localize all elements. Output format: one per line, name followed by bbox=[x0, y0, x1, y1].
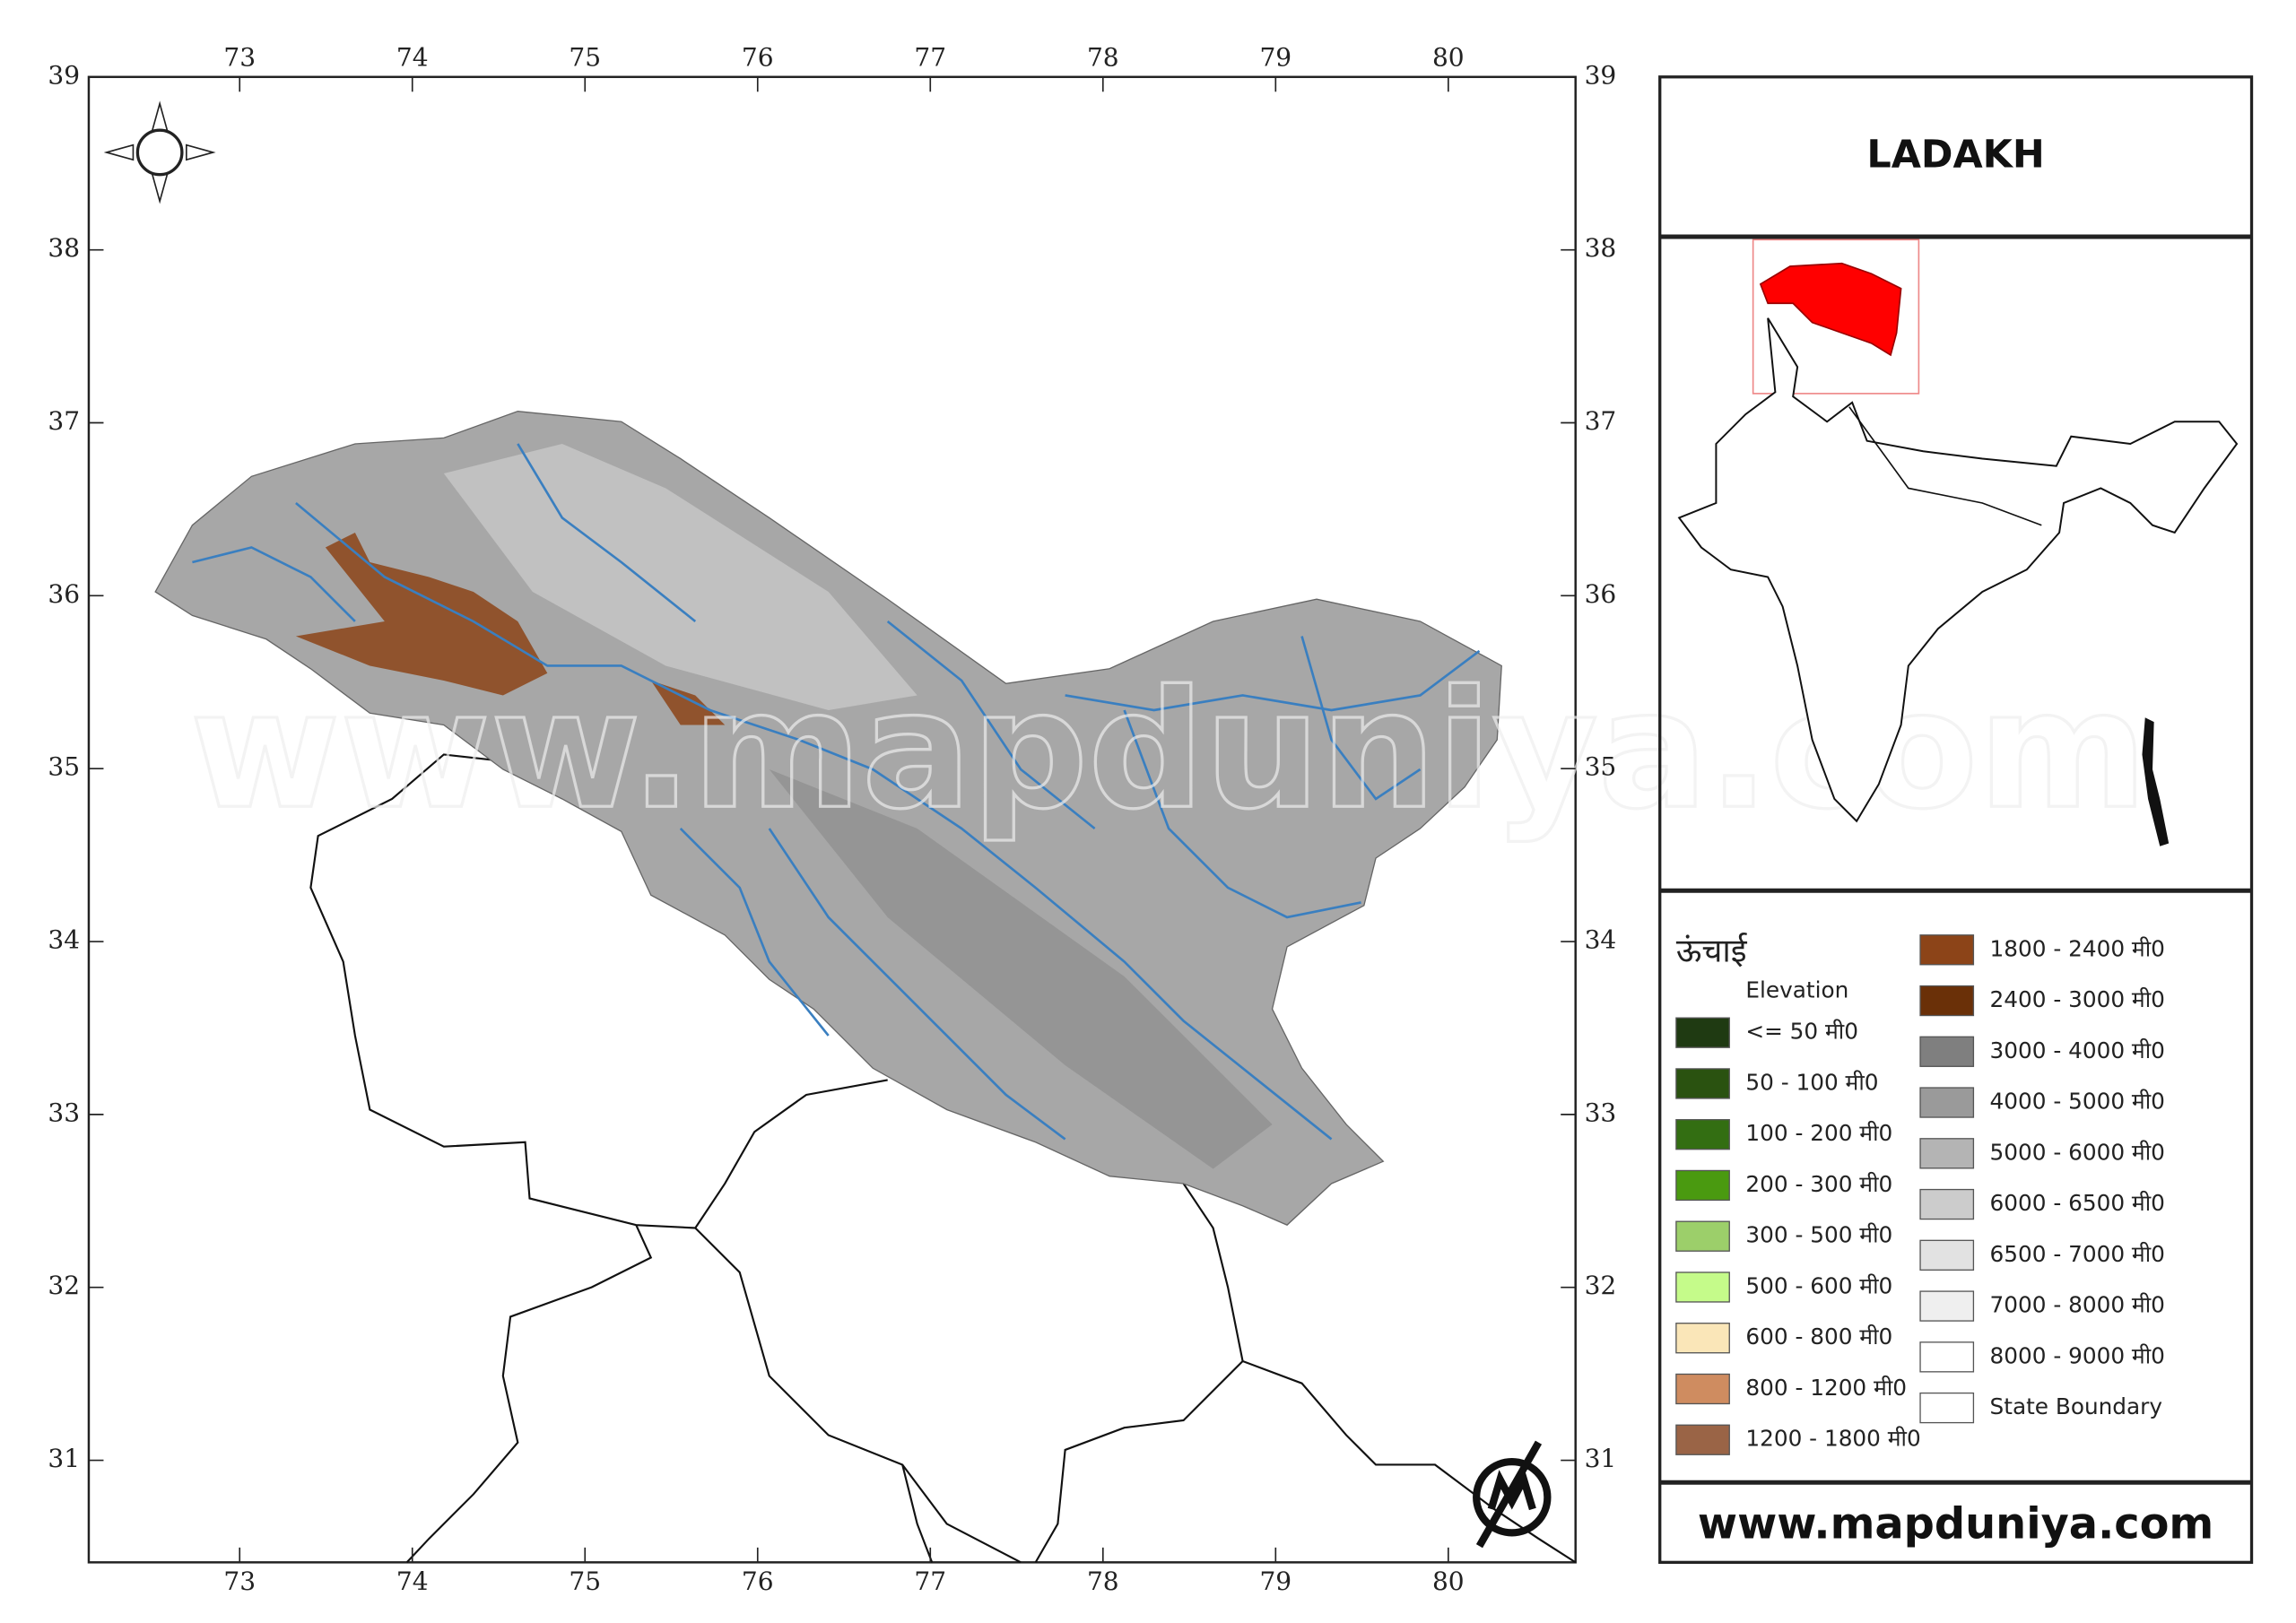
x-tick-label: 77 bbox=[914, 42, 946, 72]
logo bbox=[1473, 1440, 1552, 1549]
x-tick-label: 78 bbox=[1087, 42, 1119, 72]
legend-swatch bbox=[1675, 1424, 1730, 1455]
map-title: LADAKH bbox=[1866, 132, 2044, 177]
legend-label: 7000 - 8000 मी0 bbox=[1990, 1292, 2165, 1318]
legend-swatch bbox=[1919, 1036, 1975, 1067]
y-tick-label: 37 bbox=[1585, 406, 1617, 436]
legend-swatch bbox=[1919, 1138, 1975, 1169]
legend-label: <= 50 मी0 bbox=[1745, 1019, 1858, 1045]
y-tick-label: 36 bbox=[1585, 579, 1617, 609]
y-tick-label: 35 bbox=[48, 752, 80, 782]
state-boundaries bbox=[309, 753, 1577, 1564]
x-tick-label: 79 bbox=[1259, 1567, 1292, 1596]
y-tick-label: 34 bbox=[48, 925, 80, 955]
legend-swatch bbox=[1675, 1373, 1730, 1405]
legend-label: 1800 - 2400 मी0 bbox=[1990, 935, 2165, 961]
y-tick-label: 32 bbox=[1585, 1271, 1617, 1300]
legend-label: 6000 - 6500 मी0 bbox=[1990, 1190, 2165, 1216]
x-tick-label: 73 bbox=[223, 42, 256, 72]
legend-swatch bbox=[1919, 1239, 1975, 1271]
y-tick-label: 36 bbox=[48, 579, 80, 609]
y-tick-label: 33 bbox=[48, 1098, 80, 1127]
legend-swatch bbox=[1919, 1087, 1975, 1118]
legend-title: ऊंचाई bbox=[1676, 932, 1748, 970]
legend-label: 8000 - 9000 मी0 bbox=[1990, 1342, 2165, 1368]
y-tick-label: 31 bbox=[1585, 1444, 1617, 1473]
x-tick-label: 74 bbox=[396, 1567, 429, 1596]
x-tick-label: 76 bbox=[742, 1567, 774, 1596]
y-tick-label: 35 bbox=[1585, 752, 1617, 782]
y-tick-label: 39 bbox=[1585, 60, 1617, 90]
region-lowland bbox=[650, 680, 726, 725]
locator-map bbox=[1677, 239, 2239, 846]
x-tick-label: 77 bbox=[914, 1567, 946, 1596]
legend-label: 1200 - 1800 मी0 bbox=[1745, 1426, 1920, 1452]
x-tick-label: 78 bbox=[1087, 1567, 1119, 1596]
legend-label: 600 - 800 मी0 bbox=[1745, 1324, 1892, 1350]
legend-swatch bbox=[1919, 1392, 1975, 1424]
legend-label: 3000 - 4000 मी0 bbox=[1990, 1037, 2165, 1063]
x-tick-label: 75 bbox=[569, 1567, 601, 1596]
y-tick-label: 38 bbox=[1585, 233, 1617, 263]
y-tick-label: 34 bbox=[1585, 925, 1617, 955]
north-arrow bbox=[103, 100, 216, 204]
legend-swatch bbox=[1919, 1188, 1975, 1220]
legend-label: 2400 - 3000 मी0 bbox=[1990, 986, 2165, 1012]
region-highland bbox=[443, 443, 918, 710]
region-valley bbox=[769, 768, 1273, 1169]
legend-label: 200 - 300 मी0 bbox=[1745, 1171, 1892, 1197]
x-tick-label: 79 bbox=[1259, 42, 1292, 72]
x-tick-label: 74 bbox=[396, 42, 429, 72]
legend-swatch bbox=[1675, 1323, 1730, 1354]
y-tick-label: 32 bbox=[48, 1271, 80, 1300]
y-tick-label: 37 bbox=[48, 406, 80, 436]
legend-swatch bbox=[1675, 1119, 1730, 1150]
y-tick-label: 39 bbox=[48, 60, 80, 90]
legend-subtitle: Elevation bbox=[1745, 976, 1848, 1002]
legend-label: 500 - 600 मी0 bbox=[1745, 1272, 1892, 1298]
legend-swatch bbox=[1919, 934, 1975, 966]
legend-swatch bbox=[1919, 985, 1975, 1017]
side-panel bbox=[1658, 75, 2254, 1565]
legend-label: State Boundary bbox=[1990, 1393, 2162, 1419]
legend-swatch bbox=[1919, 1290, 1975, 1322]
x-tick-label: 73 bbox=[223, 1567, 256, 1596]
legend-label: 800 - 1200 मी0 bbox=[1745, 1375, 1907, 1401]
legend-swatch bbox=[1919, 1341, 1975, 1373]
y-tick-label: 31 bbox=[48, 1444, 80, 1473]
legend-swatch bbox=[1675, 1271, 1730, 1303]
rivers bbox=[192, 443, 1481, 1141]
y-tick-label: 38 bbox=[48, 233, 80, 263]
legend-swatch bbox=[1675, 1220, 1730, 1252]
legend-label: 5000 - 6000 मी0 bbox=[1990, 1139, 2165, 1165]
legend-label: 50 - 100 मी0 bbox=[1745, 1069, 1878, 1095]
legend-swatch bbox=[1675, 1068, 1730, 1099]
legend-swatch bbox=[1675, 1017, 1730, 1048]
x-tick-label: 80 bbox=[1432, 42, 1465, 72]
legend-label: 6500 - 7000 मी0 bbox=[1990, 1241, 2165, 1267]
legend-swatch bbox=[1675, 1169, 1730, 1202]
website: www.mapduniya.com bbox=[1698, 1500, 2213, 1549]
x-tick-label: 80 bbox=[1432, 1567, 1465, 1596]
y-tick-label: 33 bbox=[1585, 1098, 1617, 1127]
x-tick-label: 75 bbox=[569, 42, 601, 72]
legend-label: 100 - 200 मी0 bbox=[1745, 1120, 1892, 1146]
legend-label: 300 - 500 मी0 bbox=[1745, 1222, 1892, 1248]
region-lowland bbox=[295, 532, 548, 696]
legend-label: 4000 - 5000 मी0 bbox=[1990, 1089, 2165, 1115]
x-tick-label: 76 bbox=[742, 42, 774, 72]
